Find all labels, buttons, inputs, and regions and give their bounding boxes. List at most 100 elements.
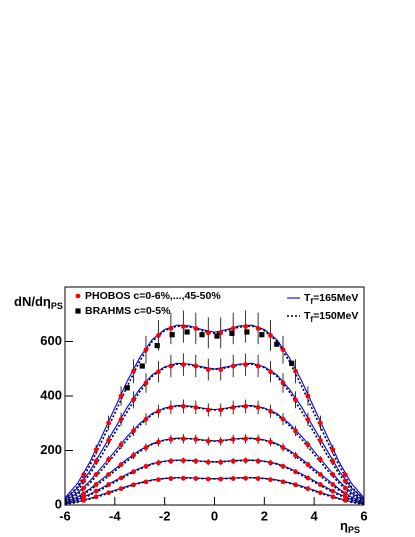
legend-label: BRAHMS c=0-5% (85, 305, 171, 317)
data-point (293, 453, 298, 458)
data-point (184, 329, 190, 335)
data-point (230, 458, 236, 464)
data-point (218, 438, 224, 444)
data-point (255, 458, 261, 464)
data-point (156, 477, 161, 483)
data-point (280, 416, 286, 422)
data-point (218, 367, 224, 372)
data-point (156, 408, 161, 414)
data-point (342, 485, 348, 491)
data-point (230, 363, 236, 369)
data-point (205, 476, 211, 482)
data-point (168, 405, 174, 410)
data-point (168, 363, 174, 369)
data-point (106, 482, 112, 487)
data-point (305, 475, 311, 481)
data-point (199, 332, 205, 338)
data-point (143, 347, 149, 353)
data-point (180, 324, 186, 329)
data-point (131, 397, 136, 403)
x-tick-label: 0 (211, 508, 218, 523)
data-point (143, 445, 149, 450)
data-point (268, 477, 273, 483)
data-point (93, 482, 99, 487)
data-point (243, 475, 249, 481)
data-point (293, 428, 298, 434)
data-point (81, 485, 87, 491)
data-point (255, 326, 261, 331)
x-tick-label: 6 (360, 508, 367, 523)
model-curve (64, 405, 365, 503)
data-point (293, 368, 298, 374)
data-point (293, 469, 298, 475)
data-point (317, 472, 323, 477)
data-point (255, 405, 261, 410)
model-curve (64, 325, 365, 501)
data-point (280, 347, 286, 353)
model-curve (64, 459, 365, 504)
data-point (180, 475, 186, 481)
data-point (180, 436, 186, 442)
data-point (342, 472, 348, 478)
legend-label: Tf=150MeV (304, 310, 358, 324)
data-point (106, 457, 112, 462)
data-point (93, 447, 99, 453)
data-point (81, 472, 87, 478)
data-point (289, 360, 295, 366)
data-point (118, 462, 124, 468)
data-point (156, 333, 161, 338)
data-point (280, 463, 286, 469)
data-point (93, 494, 99, 500)
data-point (280, 380, 286, 386)
y-tick-label: 200 (40, 442, 62, 457)
data-point (243, 324, 249, 329)
data-point (131, 482, 136, 488)
data-point (317, 420, 323, 426)
data-point (205, 438, 211, 444)
y-axis-label: dN/dηPS (14, 294, 63, 311)
data-point (143, 463, 149, 469)
data-point (205, 367, 211, 372)
data-point (93, 488, 99, 494)
data-point (81, 478, 87, 484)
data-point (168, 436, 174, 442)
x-tick-label: -4 (109, 508, 121, 523)
data-point (168, 326, 174, 331)
data-point (118, 475, 124, 481)
data-point (168, 476, 174, 481)
data-point (330, 482, 336, 487)
data-point (268, 369, 273, 375)
data-point (106, 420, 112, 426)
data-point (139, 363, 145, 369)
data-point (255, 436, 261, 442)
data-point (143, 479, 149, 485)
data-point (205, 459, 211, 465)
data-point (131, 428, 136, 434)
data-point (156, 460, 161, 466)
data-point (305, 486, 311, 492)
data-point (193, 476, 199, 481)
data-point (317, 438, 323, 443)
data-point (193, 436, 199, 442)
data-point (218, 476, 224, 482)
data-point (342, 491, 348, 497)
data-point (330, 459, 336, 464)
data-point (118, 417, 124, 422)
data-point (180, 458, 186, 463)
y-tick-label: 400 (40, 387, 62, 402)
data-point (330, 488, 336, 494)
data-point (143, 380, 149, 386)
data-point (317, 490, 323, 496)
data-point (293, 482, 298, 488)
data-point (293, 397, 298, 403)
data-point (280, 479, 286, 485)
data-point (330, 447, 336, 453)
data-point (193, 326, 199, 331)
x-tick-label: -2 (159, 508, 171, 523)
data-point (274, 341, 280, 347)
data-point (180, 403, 186, 409)
data-point (193, 458, 199, 464)
data-point (154, 342, 160, 349)
